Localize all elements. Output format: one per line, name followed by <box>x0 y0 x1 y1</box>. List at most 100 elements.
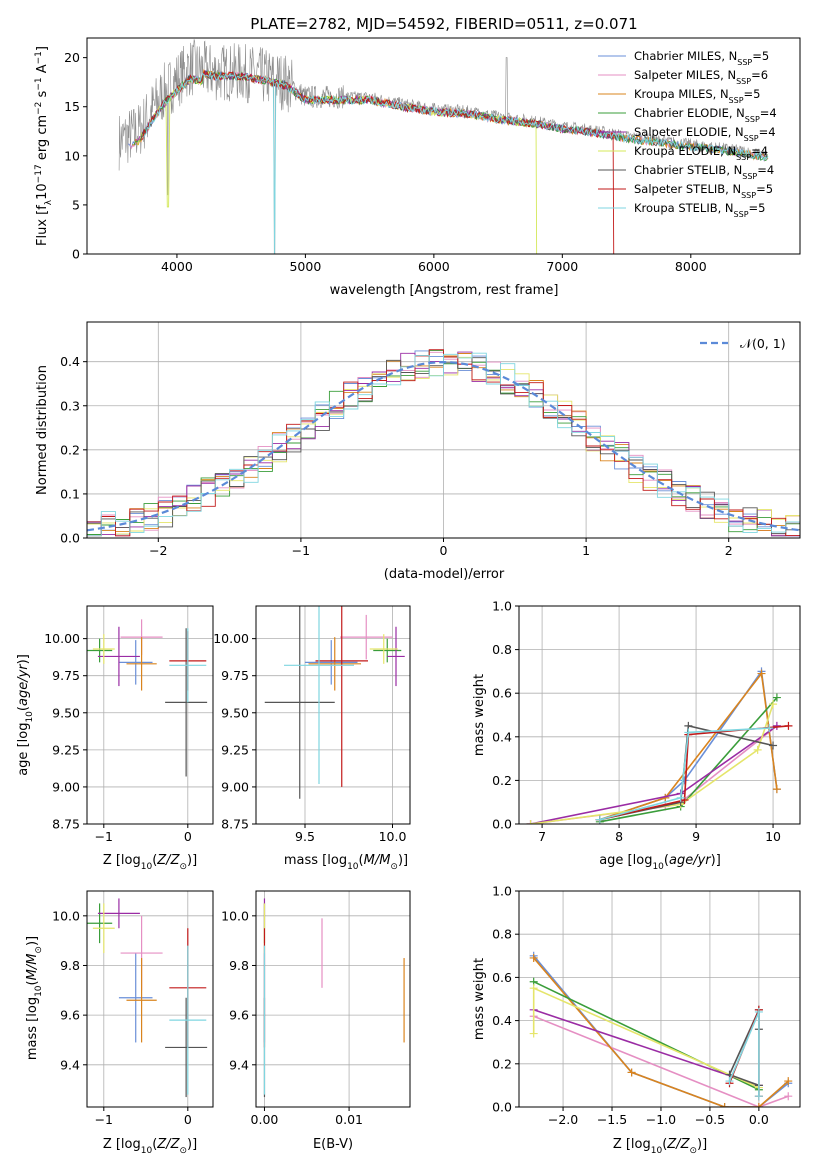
y-tick-label: 10 <box>64 148 80 163</box>
label-part: 10 <box>35 183 50 200</box>
legend-entry: 𝒩(0, 1) <box>740 336 786 351</box>
x-axis-label: wavelength [Angstrom, rest frame] <box>330 283 559 298</box>
y-tick-label: 8.75 <box>221 817 249 832</box>
legend-sub: SSP <box>745 115 760 124</box>
x-tick-label: −1 <box>95 1112 113 1127</box>
y-tick-label: 9.25 <box>221 742 249 757</box>
y-tick-label: 20 <box>64 50 80 65</box>
label-part: age [log <box>16 723 31 776</box>
label-part: ( <box>359 853 364 868</box>
legend-text: Chabrier ELODIE, N <box>634 106 745 120</box>
y-tick-label: 9.00 <box>52 779 80 794</box>
y-tick-label: 0.4 <box>492 729 512 744</box>
label-part: ⊙ <box>390 862 398 872</box>
y-tick-label: 10.0 <box>221 908 249 923</box>
label-part: ⊙ <box>689 1146 697 1156</box>
x-tick-label: 7 <box>538 829 546 844</box>
y-tick-label: 10.00 <box>213 631 249 646</box>
label-part: ( <box>152 1137 157 1152</box>
y-tick-label: 10.0 <box>52 908 80 923</box>
y-tick-label: 0.4 <box>60 354 80 369</box>
x-axis-label: Z [log10(Z/Z⊙)] <box>103 1137 197 1156</box>
label-part: Z/Z <box>666 1137 690 1152</box>
weight-marker <box>529 953 538 962</box>
legend-entry: Chabrier MILES, NSSP=5 <box>634 49 769 67</box>
y-tick-label: 9.75 <box>221 668 249 683</box>
x-tick-label: 10.0 <box>379 829 407 844</box>
weight-marker <box>529 1029 538 1038</box>
x-tick-label: −1 <box>95 829 113 844</box>
label-part: 10 <box>347 862 359 872</box>
y-tick-label: 0.2 <box>492 1056 512 1071</box>
label-part: ( <box>152 853 157 868</box>
legend-sub: SSP <box>736 77 751 86</box>
x-tick-label: −1.5 <box>597 1112 627 1127</box>
chart-weight_vs_Z: −2.0 −1.5 −1.0 −0.5 0.0 0.0 0.2 0.4 0.6 0.8 1.0 mas… <box>472 884 801 1156</box>
axes-frame <box>518 605 801 825</box>
legend-entry: Salpeter ELODIE, NSSP=4 <box>634 125 776 143</box>
y-tick-label: 0.1 <box>60 486 80 501</box>
chart-spectrum: 4000 5000 6000 7000 8000 0 5 10 15 20 wavelength [… <box>34 37 801 298</box>
label-part: s <box>35 90 50 101</box>
weight-marker <box>680 776 689 785</box>
x-tick-label: −2.0 <box>548 1112 578 1127</box>
x-tick-label: 0 <box>184 1112 192 1127</box>
legend-text: Chabrier STELIB, N <box>634 163 742 177</box>
legend-sub: SSP <box>729 96 744 105</box>
label-part: Z/Z <box>156 1137 180 1152</box>
y-axis-label: Normed distribution <box>35 365 50 495</box>
axes-frame <box>86 890 214 1108</box>
x-tick-label: 1 <box>582 543 590 558</box>
label-part: )] <box>398 853 408 868</box>
y-axis-label: Flux [fλ10−17 erg cm−2 s−1 A−1] <box>34 46 54 246</box>
y-tick-label: 0.0 <box>492 817 512 832</box>
label-part: )] <box>25 936 40 946</box>
label-part: age/yr <box>16 663 31 706</box>
label-part: M/M <box>25 954 40 981</box>
y-tick-label: 9.8 <box>229 958 249 973</box>
plot-area <box>87 349 800 537</box>
legend-entry: Chabrier ELODIE, NSSP=4 <box>634 106 777 124</box>
legend-suffix: =4 <box>751 144 768 158</box>
y-tick-label: 9.6 <box>60 1008 80 1023</box>
x-tick-label: 9 <box>692 829 700 844</box>
label-part: ( <box>16 706 31 711</box>
weight-marker <box>754 1007 763 1016</box>
x-tick-label: 0.01 <box>335 1112 363 1127</box>
y-tick-label: 0.4 <box>492 1013 512 1028</box>
label-part: −1 <box>34 77 44 90</box>
x-tick-label: 0.00 <box>251 1112 279 1127</box>
legend-suffix: =5 <box>744 87 761 101</box>
x-tick-label: 0 <box>440 543 448 558</box>
label-part: )] <box>697 1137 707 1152</box>
weight-marker <box>769 700 778 709</box>
y-tick-label: 0.2 <box>60 442 80 457</box>
x-tick-label: 2 <box>725 543 733 558</box>
y-tick-label: 9.25 <box>52 742 80 757</box>
x-tick-label: −0.5 <box>695 1112 725 1127</box>
label-part: −2 <box>34 102 44 115</box>
plot-area <box>529 951 793 1107</box>
label-part: )] <box>187 1137 197 1152</box>
weight-marker <box>765 724 774 733</box>
y-tick-label: 9.8 <box>60 958 80 973</box>
label-part: A <box>35 64 50 77</box>
x-tick-label: −1.0 <box>646 1112 676 1127</box>
label-part: Z/Z <box>156 853 180 868</box>
legend-text: Salpeter MILES, N <box>634 68 736 82</box>
legend-text: Kroupa STELIB, N <box>634 201 734 215</box>
label-part: −17 <box>34 164 44 183</box>
axes-frame <box>86 37 801 255</box>
legend-entry: Kroupa MILES, NSSP=5 <box>634 87 760 105</box>
label-part: 10 <box>141 1146 153 1156</box>
chart-residuals: −2 −1 0 1 2 0.0 0.1 0.2 0.3 0.4 𝒩(0, 1) (data-model… <box>35 321 801 582</box>
y-tick-label: 9.50 <box>52 705 80 720</box>
axes-frame <box>255 890 411 1108</box>
legend-sub: SSP <box>736 153 751 162</box>
label-part: Z [log <box>613 1137 651 1152</box>
y-tick-label: 0 <box>72 247 80 262</box>
weight-marker <box>627 1068 636 1077</box>
y-axis-label: mass [log10(M/M⊙)] <box>25 936 44 1060</box>
